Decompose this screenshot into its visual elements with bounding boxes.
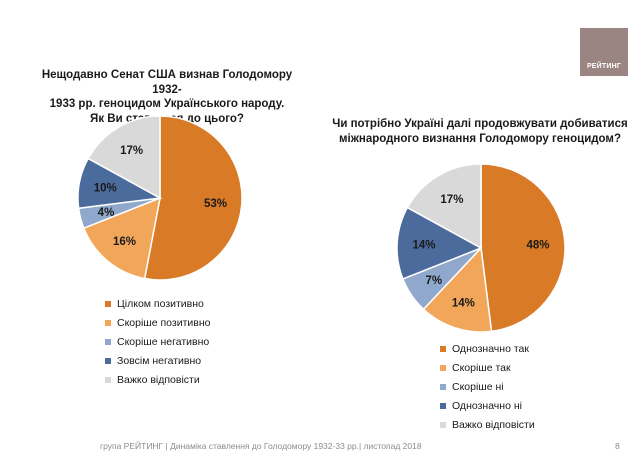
chart-2-slice-5-label: 17%: [440, 194, 463, 206]
chart-2-legend-item-1: Однозначно так: [440, 339, 535, 358]
chart-2-legend-item-4: Однозначно ні: [440, 396, 535, 415]
chart-1-legend: Цілком позитивно Скоріше позитивно Скоріше…: [105, 294, 210, 389]
legend-swatch: [105, 376, 111, 383]
chart-1-legend-item-1: Цілком позитивно: [105, 294, 210, 313]
chart-2-legend: Однозначно так Скоріше так Скоріше ні Одноз…: [440, 339, 535, 434]
chart-1-title-line-1: Нещодавно Сенат США визнав Голодомору 19…: [41, 69, 293, 96]
chart-2-title-line-2: міжнародного визнання Голодомору геноцид…: [339, 132, 621, 145]
chart-2-title: Чи потрібно Україні далі продовжувати до…: [330, 117, 630, 146]
legend-swatch: [105, 338, 111, 345]
chart-1-legend-item-5: Важко відповісти: [105, 370, 210, 389]
pie-chart-2: 48% 14% 7% 14% 17%: [396, 163, 566, 333]
legend-label: Скоріше так: [452, 361, 511, 374]
chart-2-slice-2-label: 14%: [452, 297, 475, 309]
chart-2-slice-4: [396, 206, 483, 280]
legend-label: Зовсім негативно: [117, 354, 202, 367]
legend-label: Скоріше позитивно: [117, 316, 211, 329]
chart-1-title-line-2: 1933 рр. геноцидом Українського народу.: [49, 98, 285, 110]
legend-swatch: [440, 421, 446, 428]
legend-swatch: [105, 300, 111, 307]
legend-label: Скоріше ні: [452, 380, 504, 393]
chart-1-slice-5-label: 17%: [120, 145, 143, 157]
brand-logo: РЕЙТИНГ: [580, 28, 628, 76]
chart-2-slice-1-label: 48%: [526, 239, 549, 251]
chart-1-slice-1: [143, 115, 243, 281]
legend-label: Однозначно так: [452, 342, 529, 355]
legend-label: Цілком позитивно: [117, 297, 204, 310]
logo-text: РЕЙТИНГ: [586, 63, 622, 70]
chart-2-slice-2: [422, 246, 493, 333]
legend-label: Скоріше негативно: [117, 335, 210, 348]
pie-chart-1: 53% 16% 4% 10% 17%: [77, 115, 243, 281]
legend-swatch: [105, 357, 111, 364]
legend-label: Однозначно ні: [452, 399, 522, 412]
chart-1-slice-1-label: 53%: [204, 198, 227, 210]
legend-swatch: [440, 364, 446, 371]
chart-1-slice-5: [87, 115, 161, 200]
page-number: 8: [615, 441, 620, 451]
chart-1-slice-2: [82, 196, 161, 280]
footer-text: група РЕЙТИНГ | Динаміка ставлення до Го…: [100, 441, 422, 451]
chart-1-slice-3-label: 4%: [98, 207, 115, 219]
chart-1-legend-item-2: Скоріше позитивно: [105, 313, 210, 332]
chart-2-slice-4-label: 14%: [412, 239, 435, 251]
chart-2-legend-item-5: Важко відповісти: [440, 415, 535, 434]
chart-2-slice-1: [480, 163, 566, 333]
legend-swatch: [440, 383, 446, 390]
legend-label: Важко відповісти: [452, 418, 535, 431]
legend-swatch: [440, 402, 446, 409]
chart-2-slice-5: [406, 163, 482, 250]
legend-label: Важко відповісти: [117, 373, 200, 386]
legend-swatch: [105, 319, 111, 326]
chart-1-legend-item-3: Скоріше негативно: [105, 332, 210, 351]
chart-1-slice-4-label: 10%: [94, 183, 117, 195]
chart-1-legend-item-4: Зовсім негативно: [105, 351, 210, 370]
chart-2-slice-3-label: 7%: [425, 275, 442, 287]
chart-2-title-line-1: Чи потрібно Україні далі продовжувати до…: [332, 118, 628, 130]
chart-2-legend-item-2: Скоріше так: [440, 358, 535, 377]
chart-1-slice-2-label: 16%: [113, 236, 136, 248]
chart-2-legend-item-3: Скоріше ні: [440, 377, 535, 396]
legend-swatch: [440, 345, 446, 352]
